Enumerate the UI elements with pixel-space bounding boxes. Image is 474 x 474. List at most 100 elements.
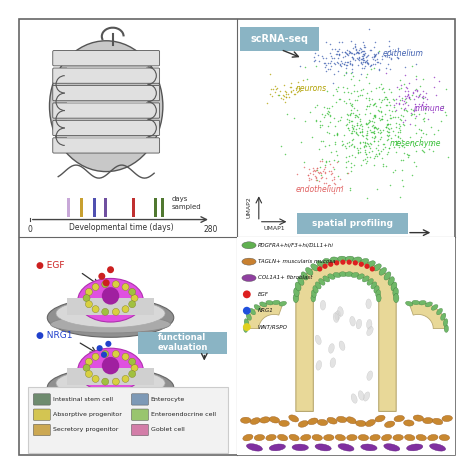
Point xyxy=(374,125,382,132)
Text: spatial profiling: spatial profiling xyxy=(312,219,393,228)
Point xyxy=(352,42,359,50)
Ellipse shape xyxy=(366,299,371,309)
Point xyxy=(402,94,410,102)
Point xyxy=(350,127,358,135)
Point xyxy=(443,85,450,92)
Point xyxy=(321,165,328,173)
Ellipse shape xyxy=(311,294,316,302)
Circle shape xyxy=(98,273,105,280)
Point xyxy=(319,167,327,174)
Point xyxy=(390,144,398,151)
Point xyxy=(393,53,401,60)
Ellipse shape xyxy=(289,415,299,422)
Point xyxy=(346,48,354,55)
Point xyxy=(360,54,367,62)
Point xyxy=(341,143,348,150)
Point xyxy=(334,131,341,139)
Point xyxy=(360,50,368,57)
Ellipse shape xyxy=(361,444,377,451)
Point xyxy=(313,101,321,109)
Ellipse shape xyxy=(47,298,174,337)
Point xyxy=(395,120,403,128)
Point xyxy=(351,105,358,112)
Ellipse shape xyxy=(311,264,319,271)
Ellipse shape xyxy=(429,444,446,451)
Point xyxy=(354,149,362,156)
Point xyxy=(343,121,350,129)
Point xyxy=(338,59,346,66)
Point xyxy=(404,101,412,109)
Point xyxy=(337,175,344,183)
Point xyxy=(387,65,394,73)
Bar xyxy=(104,198,107,218)
Point xyxy=(392,108,399,115)
Ellipse shape xyxy=(353,257,362,263)
Point xyxy=(410,88,417,96)
Point xyxy=(352,128,360,136)
Point xyxy=(382,123,390,131)
Point xyxy=(323,88,330,95)
Point xyxy=(310,167,317,174)
Point xyxy=(370,43,378,50)
Point xyxy=(348,152,356,159)
Ellipse shape xyxy=(269,444,285,451)
Point xyxy=(325,157,332,164)
Point xyxy=(295,84,303,91)
Point xyxy=(373,185,381,193)
Point xyxy=(279,95,286,103)
Point xyxy=(348,50,356,57)
Point xyxy=(374,142,382,149)
Point xyxy=(319,55,327,62)
Point xyxy=(332,85,339,93)
Point xyxy=(418,140,425,148)
Point xyxy=(377,133,384,141)
Ellipse shape xyxy=(425,302,432,307)
Point xyxy=(385,128,393,136)
Point xyxy=(333,129,341,137)
Circle shape xyxy=(85,288,92,295)
Point xyxy=(286,93,293,100)
Point xyxy=(343,51,350,58)
Point xyxy=(346,95,353,103)
Ellipse shape xyxy=(339,341,345,350)
Ellipse shape xyxy=(292,444,309,451)
Point xyxy=(347,75,355,82)
Point xyxy=(396,97,404,104)
Point xyxy=(325,181,333,189)
Point xyxy=(346,60,354,67)
Point xyxy=(412,107,420,114)
Bar xyxy=(154,198,157,218)
Point xyxy=(343,84,351,92)
Point xyxy=(330,173,338,181)
Point xyxy=(345,111,352,119)
Point xyxy=(392,119,400,127)
Point xyxy=(313,164,321,172)
Point xyxy=(354,119,361,127)
Point xyxy=(417,126,425,134)
Point xyxy=(335,95,343,102)
Point xyxy=(346,100,354,107)
Point xyxy=(370,55,377,63)
Point xyxy=(345,152,353,160)
Point xyxy=(323,38,330,46)
Ellipse shape xyxy=(330,358,336,367)
Point xyxy=(326,65,334,73)
Point xyxy=(419,95,427,102)
Circle shape xyxy=(317,266,322,272)
Point xyxy=(318,53,326,60)
Point xyxy=(363,131,371,139)
Point xyxy=(357,58,365,66)
Point xyxy=(343,61,351,69)
Point xyxy=(362,131,370,138)
Point xyxy=(323,104,330,112)
Point xyxy=(326,161,334,168)
Point xyxy=(336,95,344,102)
Point xyxy=(356,121,364,128)
Point xyxy=(419,101,426,109)
Ellipse shape xyxy=(432,418,443,425)
FancyBboxPatch shape xyxy=(53,85,160,101)
Point xyxy=(334,157,342,164)
Point xyxy=(330,179,337,187)
Point xyxy=(348,62,356,69)
Point xyxy=(351,113,359,121)
